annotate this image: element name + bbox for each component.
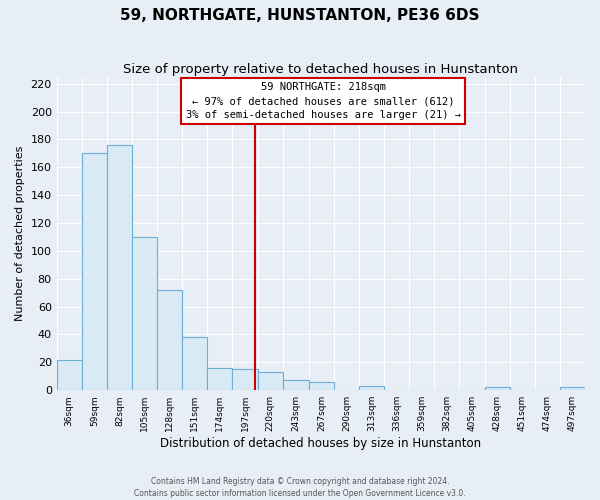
Text: 59 NORTHGATE: 218sqm
← 97% of detached houses are smaller (612)
3% of semi-detac: 59 NORTHGATE: 218sqm ← 97% of detached h… xyxy=(185,82,461,120)
Y-axis label: Number of detached properties: Number of detached properties xyxy=(15,146,25,321)
Bar xyxy=(82,154,107,390)
X-axis label: Distribution of detached houses by size in Hunstanton: Distribution of detached houses by size … xyxy=(160,437,481,450)
Bar xyxy=(182,338,208,390)
Bar xyxy=(560,388,585,390)
Bar xyxy=(257,372,283,390)
Bar xyxy=(485,388,509,390)
Bar xyxy=(107,145,132,390)
Bar xyxy=(232,370,257,390)
Text: Contains HM Land Registry data © Crown copyright and database right 2024.
Contai: Contains HM Land Registry data © Crown c… xyxy=(134,476,466,498)
Bar xyxy=(359,386,384,390)
Text: 59, NORTHGATE, HUNSTANTON, PE36 6DS: 59, NORTHGATE, HUNSTANTON, PE36 6DS xyxy=(120,8,480,22)
Bar xyxy=(157,290,182,390)
Title: Size of property relative to detached houses in Hunstanton: Size of property relative to detached ho… xyxy=(124,62,518,76)
Bar xyxy=(132,237,157,390)
Bar xyxy=(309,382,334,390)
Bar xyxy=(283,380,309,390)
Bar xyxy=(208,368,232,390)
Bar xyxy=(56,360,82,390)
